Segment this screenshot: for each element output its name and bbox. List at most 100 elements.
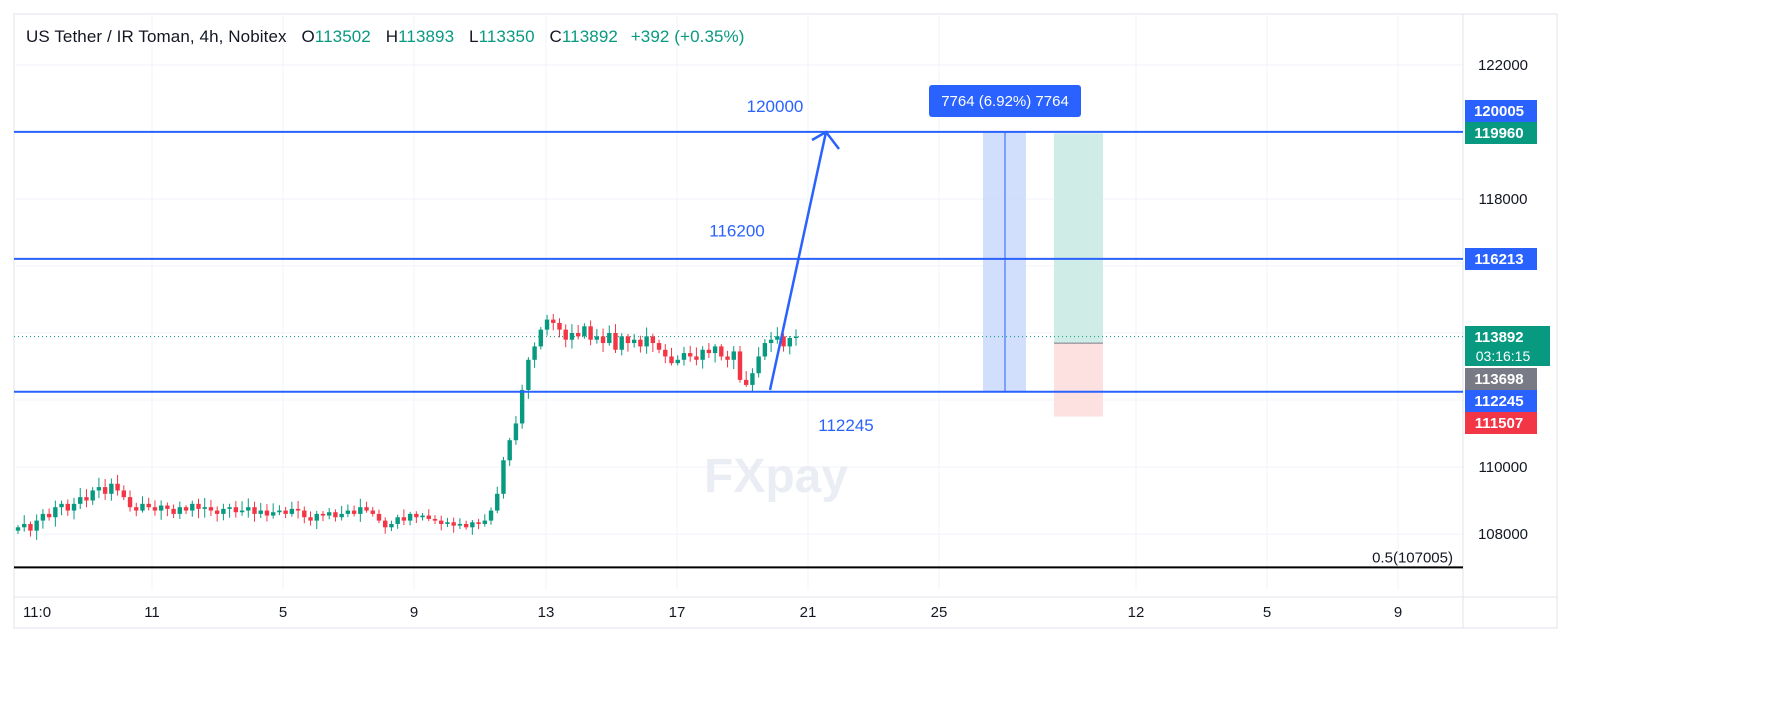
candle-body [214,510,220,514]
candle-body [84,497,89,501]
candle-body [775,336,780,340]
candle-body [59,503,64,508]
candle-body [445,522,450,524]
projection-arrow[interactable] [768,130,840,391]
candle-body [687,353,693,357]
candle-body [389,523,394,528]
price-label-119960: 119960 [1474,125,1523,142]
change-value: +392 (+0.35%) [630,27,745,46]
candle-body [625,336,631,344]
close-value: 113892 [561,27,618,46]
candle-body [196,503,201,509]
time-tick-label: 21 [800,604,817,621]
fib-level-label: 0.5(107005) [1372,549,1453,566]
watermark-logo: FXpay [704,450,848,503]
price-tick-label: 108000 [1478,526,1528,543]
candle-body [314,513,319,521]
candle-body [495,493,500,511]
candle-body [619,336,624,350]
candle-body [71,503,77,511]
high-value: 113893 [398,27,455,46]
candle-body [656,343,662,350]
open-value: 113502 [314,27,371,46]
candle-body [177,507,183,514]
candle-body [538,329,544,347]
candle-body [519,389,525,424]
candle-body [109,483,114,494]
candle-body [34,520,39,531]
candle-body [65,503,70,511]
candle-body [227,507,232,509]
candle-body [575,333,581,337]
candle-body [264,510,270,516]
price-label-box-113698 [1465,368,1537,390]
candle-body [451,522,456,526]
candle-body [719,346,724,357]
candle-body [345,510,351,514]
candle-body [557,322,562,330]
candle-body [526,359,531,390]
low-value: 113350 [478,27,535,46]
candle-body [569,333,575,340]
candle-body [320,513,326,516]
candle-body [239,510,245,513]
time-tick-label: 12 [1128,604,1145,621]
candle-body [246,507,251,511]
candle-body [283,510,288,514]
candle-body [694,356,699,360]
candle-body [476,522,481,524]
candle-body [233,507,239,513]
candle-body [439,520,444,524]
candle-body [638,339,643,347]
symbol-title[interactable]: US Tether / IR Toman, 4h, Nobitex [26,27,287,46]
countdown-label: 03:16:15 [1476,348,1531,364]
price-tick-label: 110000 [1479,459,1528,476]
candle-body [482,520,487,524]
time-tick-label: 9 [410,604,418,621]
horizontal-levels[interactable] [14,130,1463,393]
candle-body [28,523,33,531]
position-target-zone[interactable] [1054,133,1103,344]
candle-body [333,512,338,518]
candle-body [768,339,774,344]
price-label-box-112245 [1465,390,1537,412]
annotation-120000: 120000 [747,97,804,116]
candle-body [358,507,363,514]
candle-body [781,336,786,347]
price-label-box-111507 [1465,412,1537,434]
candle-body [383,520,388,528]
candle-body [308,517,313,521]
candle-body [420,515,425,518]
candle-body [376,513,382,521]
candle-body [544,319,550,330]
candle-body [115,483,120,491]
candle-body [127,497,133,508]
candle-body [501,460,506,494]
position-stop-zone[interactable] [1054,343,1103,417]
candle-body [787,338,792,347]
time-tick-label: 9 [1394,604,1402,621]
candle-body [669,356,674,364]
price-axis[interactable]: 108000 110000 118000 122000 [1478,57,1528,543]
candle-body [351,510,357,514]
candle-body [221,508,226,514]
candle-body [208,507,214,511]
candle-body [295,508,301,511]
candle-body [327,512,332,516]
candle-body [364,507,369,511]
candle-body [463,523,469,528]
price-label-113698: 113698 [1474,371,1523,388]
candle-body [644,336,649,347]
candle-body [507,440,512,461]
time-axis[interactable]: 11:0 11 5 9 13 17 21 25 12 5 9 [23,604,1402,621]
candle-body [22,523,27,528]
candle-body [339,513,344,518]
candle-body [563,329,568,340]
candle-body [607,333,612,344]
candle-body [140,503,145,511]
price-label-111507: 111507 [1475,415,1523,432]
price-axis-labels: 120005 119960 116213 113892 03:16:15 113698 11… [1465,100,1550,434]
time-tick-label: 11:0 [23,604,51,621]
candle-body [725,356,730,360]
